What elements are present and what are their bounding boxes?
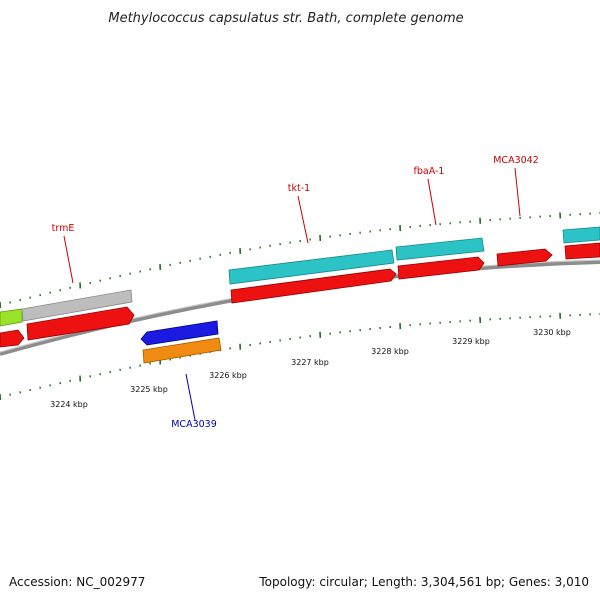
label-leader-trmE	[63, 235, 74, 284]
label-leader-MCA3039	[185, 373, 196, 421]
tick-ring-inner	[0, 312, 600, 401]
label-leader-fbaA-1	[427, 178, 437, 226]
gene-feature-red-3[interactable]	[230, 268, 397, 304]
gene-label-MCA3039[interactable]: MCA3039	[171, 419, 217, 430]
genome-title: Methylococcus capsulatus str. Bath, comp…	[108, 11, 463, 26]
gene-label-MCA3042[interactable]: MCA3042	[493, 155, 539, 166]
tick-label-3228: 3228 kbp	[371, 347, 409, 356]
gene-feature-red-2[interactable]	[26, 306, 135, 341]
tick-label-3226: 3226 kbp	[209, 371, 247, 380]
tick-ring-outer	[0, 212, 600, 309]
gene-feature-cyan-2[interactable]	[395, 237, 485, 261]
tick-label-3227: 3227 kbp	[291, 358, 329, 367]
tick-label-3229: 3229 kbp	[452, 337, 490, 346]
gene-label-trmE[interactable]: trmE	[52, 223, 75, 234]
label-leader-MCA3042	[514, 167, 521, 217]
gene-label-layer: trmE tkt-1 fbaA-1 MCA3042 MCA3039	[52, 155, 539, 430]
gene-label-tkt-1[interactable]: tkt-1	[288, 183, 310, 194]
gene-label-fbaA-1[interactable]: fbaA-1	[414, 166, 445, 177]
accession-text: Accession: NC_002977	[9, 575, 145, 589]
tick-label-3224: 3224 kbp	[50, 400, 88, 409]
gene-feature-gray[interactable]	[21, 289, 133, 322]
gene-feature-red-6[interactable]	[564, 242, 600, 260]
tick-label-layer: 3224 kbp 3225 kbp 3226 kbp 3227 kbp 3228…	[50, 328, 571, 409]
tick-label-3230: 3230 kbp	[533, 328, 571, 337]
gene-feature-cyan-1[interactable]	[228, 249, 395, 285]
gene-feature-red-5[interactable]	[496, 248, 553, 267]
gene-feature-red-4[interactable]	[397, 256, 485, 280]
feature-layer	[0, 226, 600, 364]
label-leader-tkt-1	[297, 195, 309, 244]
gene-feature-cyan-3[interactable]	[562, 226, 600, 244]
gene-feature-red-1[interactable]	[0, 329, 25, 348]
gene-feature-lime[interactable]	[0, 308, 23, 327]
tick-label-3225: 3225 kbp	[130, 385, 168, 394]
genome-summary-text: Topology: circular; Length: 3,304,561 bp…	[258, 575, 589, 589]
gene-feature-orange[interactable]	[142, 337, 222, 364]
gene-feature-blue[interactable]	[140, 320, 219, 346]
